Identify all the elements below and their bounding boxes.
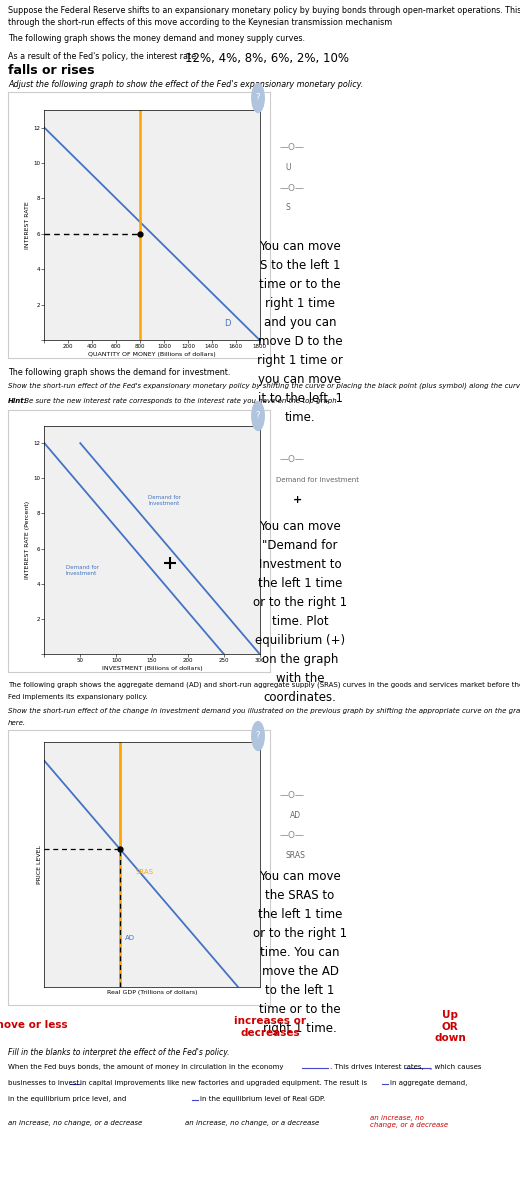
Text: here.: here. <box>8 720 26 726</box>
Text: As a result of the Fed's policy, the interest rate: As a result of the Fed's policy, the int… <box>8 52 199 61</box>
Text: You can move
the SRAS to
the left 1 time
or to the right 1
time. You can
move th: You can move the SRAS to the left 1 time… <box>253 870 347 1034</box>
Text: —O—: —O— <box>280 456 305 464</box>
Text: in the equilibrium level of Real GDP.: in the equilibrium level of Real GDP. <box>200 1096 325 1102</box>
Text: —O—: —O— <box>280 830 305 840</box>
Text: ?: ? <box>256 94 260 102</box>
Text: an increase, no
change, or a decrease: an increase, no change, or a decrease <box>370 1115 448 1128</box>
X-axis label: Real GDP (Trillions of dollars): Real GDP (Trillions of dollars) <box>107 990 197 995</box>
Y-axis label: INTEREST RATE (Percent): INTEREST RATE (Percent) <box>25 500 31 578</box>
Text: Be sure the new interest rate corresponds to the interest rate you have on the t: Be sure the new interest rate correspond… <box>22 398 337 404</box>
Text: in aggregate demand,: in aggregate demand, <box>390 1080 467 1086</box>
Text: falls or rises: falls or rises <box>8 64 95 77</box>
Y-axis label: PRICE LEVEL: PRICE LEVEL <box>36 845 42 884</box>
Text: SRAS: SRAS <box>285 851 305 859</box>
Text: +: + <box>293 496 302 505</box>
Text: an increase, no change, or a decrease: an increase, no change, or a decrease <box>8 1120 142 1126</box>
Text: U: U <box>285 163 291 173</box>
Text: in capital improvements like new factories and upgraded equipment. The result is: in capital improvements like new factori… <box>80 1080 367 1086</box>
Text: Demand for Investment: Demand for Investment <box>276 476 359 482</box>
Text: You can move
S to the left 1
time or to the
right 1 time
and you can
move D to t: You can move S to the left 1 time or to … <box>257 240 343 424</box>
Text: Hint:: Hint: <box>8 398 28 404</box>
Text: SRAS: SRAS <box>136 869 154 875</box>
X-axis label: INVESTMENT (Billions of dollars): INVESTMENT (Billions of dollars) <box>102 666 202 671</box>
Text: Show the short-run effect of the Fed's expansionary monetary policy by shifting : Show the short-run effect of the Fed's e… <box>8 382 520 389</box>
Text: S: S <box>285 204 290 212</box>
Text: Adjust the following graph to show the effect of the Fed's expansionary monetary: Adjust the following graph to show the e… <box>8 80 363 89</box>
Text: 12%, 4%, 8%, 6%, 2%, 10%: 12%, 4%, 8%, 6%, 2%, 10% <box>185 52 349 65</box>
Text: ?: ? <box>256 412 260 420</box>
X-axis label: QUANTITY OF MONEY (Billions of dollars): QUANTITY OF MONEY (Billions of dollars) <box>88 352 216 356</box>
Text: an increase, no change, or a decrease: an increase, no change, or a decrease <box>185 1120 319 1126</box>
Text: Demand for
Investment: Demand for Investment <box>148 494 181 505</box>
Y-axis label: INTEREST RATE: INTEREST RATE <box>25 202 31 248</box>
Text: —O—: —O— <box>280 184 305 192</box>
Text: D: D <box>224 319 230 328</box>
Text: The following graph shows the money demand and money supply curves.: The following graph shows the money dema… <box>8 34 305 43</box>
Text: move or less: move or less <box>0 1020 67 1030</box>
Text: The following graph shows the aggregate demand (AD) and short-run aggregate supp: The following graph shows the aggregate … <box>8 682 520 689</box>
Text: Fed implements its expansionary policy.: Fed implements its expansionary policy. <box>8 694 148 700</box>
Text: , which causes: , which causes <box>430 1064 482 1070</box>
Text: in the equilibrium price level, and: in the equilibrium price level, and <box>8 1096 126 1102</box>
Text: AD: AD <box>290 810 301 820</box>
Text: AD: AD <box>125 935 135 941</box>
Text: Up
OR
down: Up OR down <box>434 1010 466 1043</box>
Text: Show the short-run effect of the change in investment demand you illustrated on : Show the short-run effect of the change … <box>8 708 520 714</box>
Text: —O—: —O— <box>280 144 305 152</box>
Text: Fill in the blanks to interpret the effect of the Fed's policy.: Fill in the blanks to interpret the effe… <box>8 1048 229 1057</box>
Text: Demand for
Investment: Demand for Investment <box>66 565 99 576</box>
Text: The following graph shows the demand for investment.: The following graph shows the demand for… <box>8 368 230 377</box>
Text: When the Fed buys bonds, the amount of money in circulation in the economy: When the Fed buys bonds, the amount of m… <box>8 1064 283 1070</box>
Text: —O—: —O— <box>280 791 305 799</box>
Text: through the short-run effects of this move according to the Keynesian transmissi: through the short-run effects of this mo… <box>8 18 392 26</box>
Text: businesses to invest: businesses to invest <box>8 1080 79 1086</box>
Text: ?: ? <box>256 732 260 740</box>
Text: You can move
"Demand for
Investment to
the left 1 time
or to the right 1
time. P: You can move "Demand for Investment to t… <box>253 520 347 704</box>
Text: . This drives interest rates,: . This drives interest rates, <box>330 1064 424 1070</box>
Text: increases or
decreases: increases or decreases <box>234 1016 306 1038</box>
Text: Suppose the Federal Reserve shifts to an expansionary monetary policy by buying : Suppose the Federal Reserve shifts to an… <box>8 6 520 14</box>
